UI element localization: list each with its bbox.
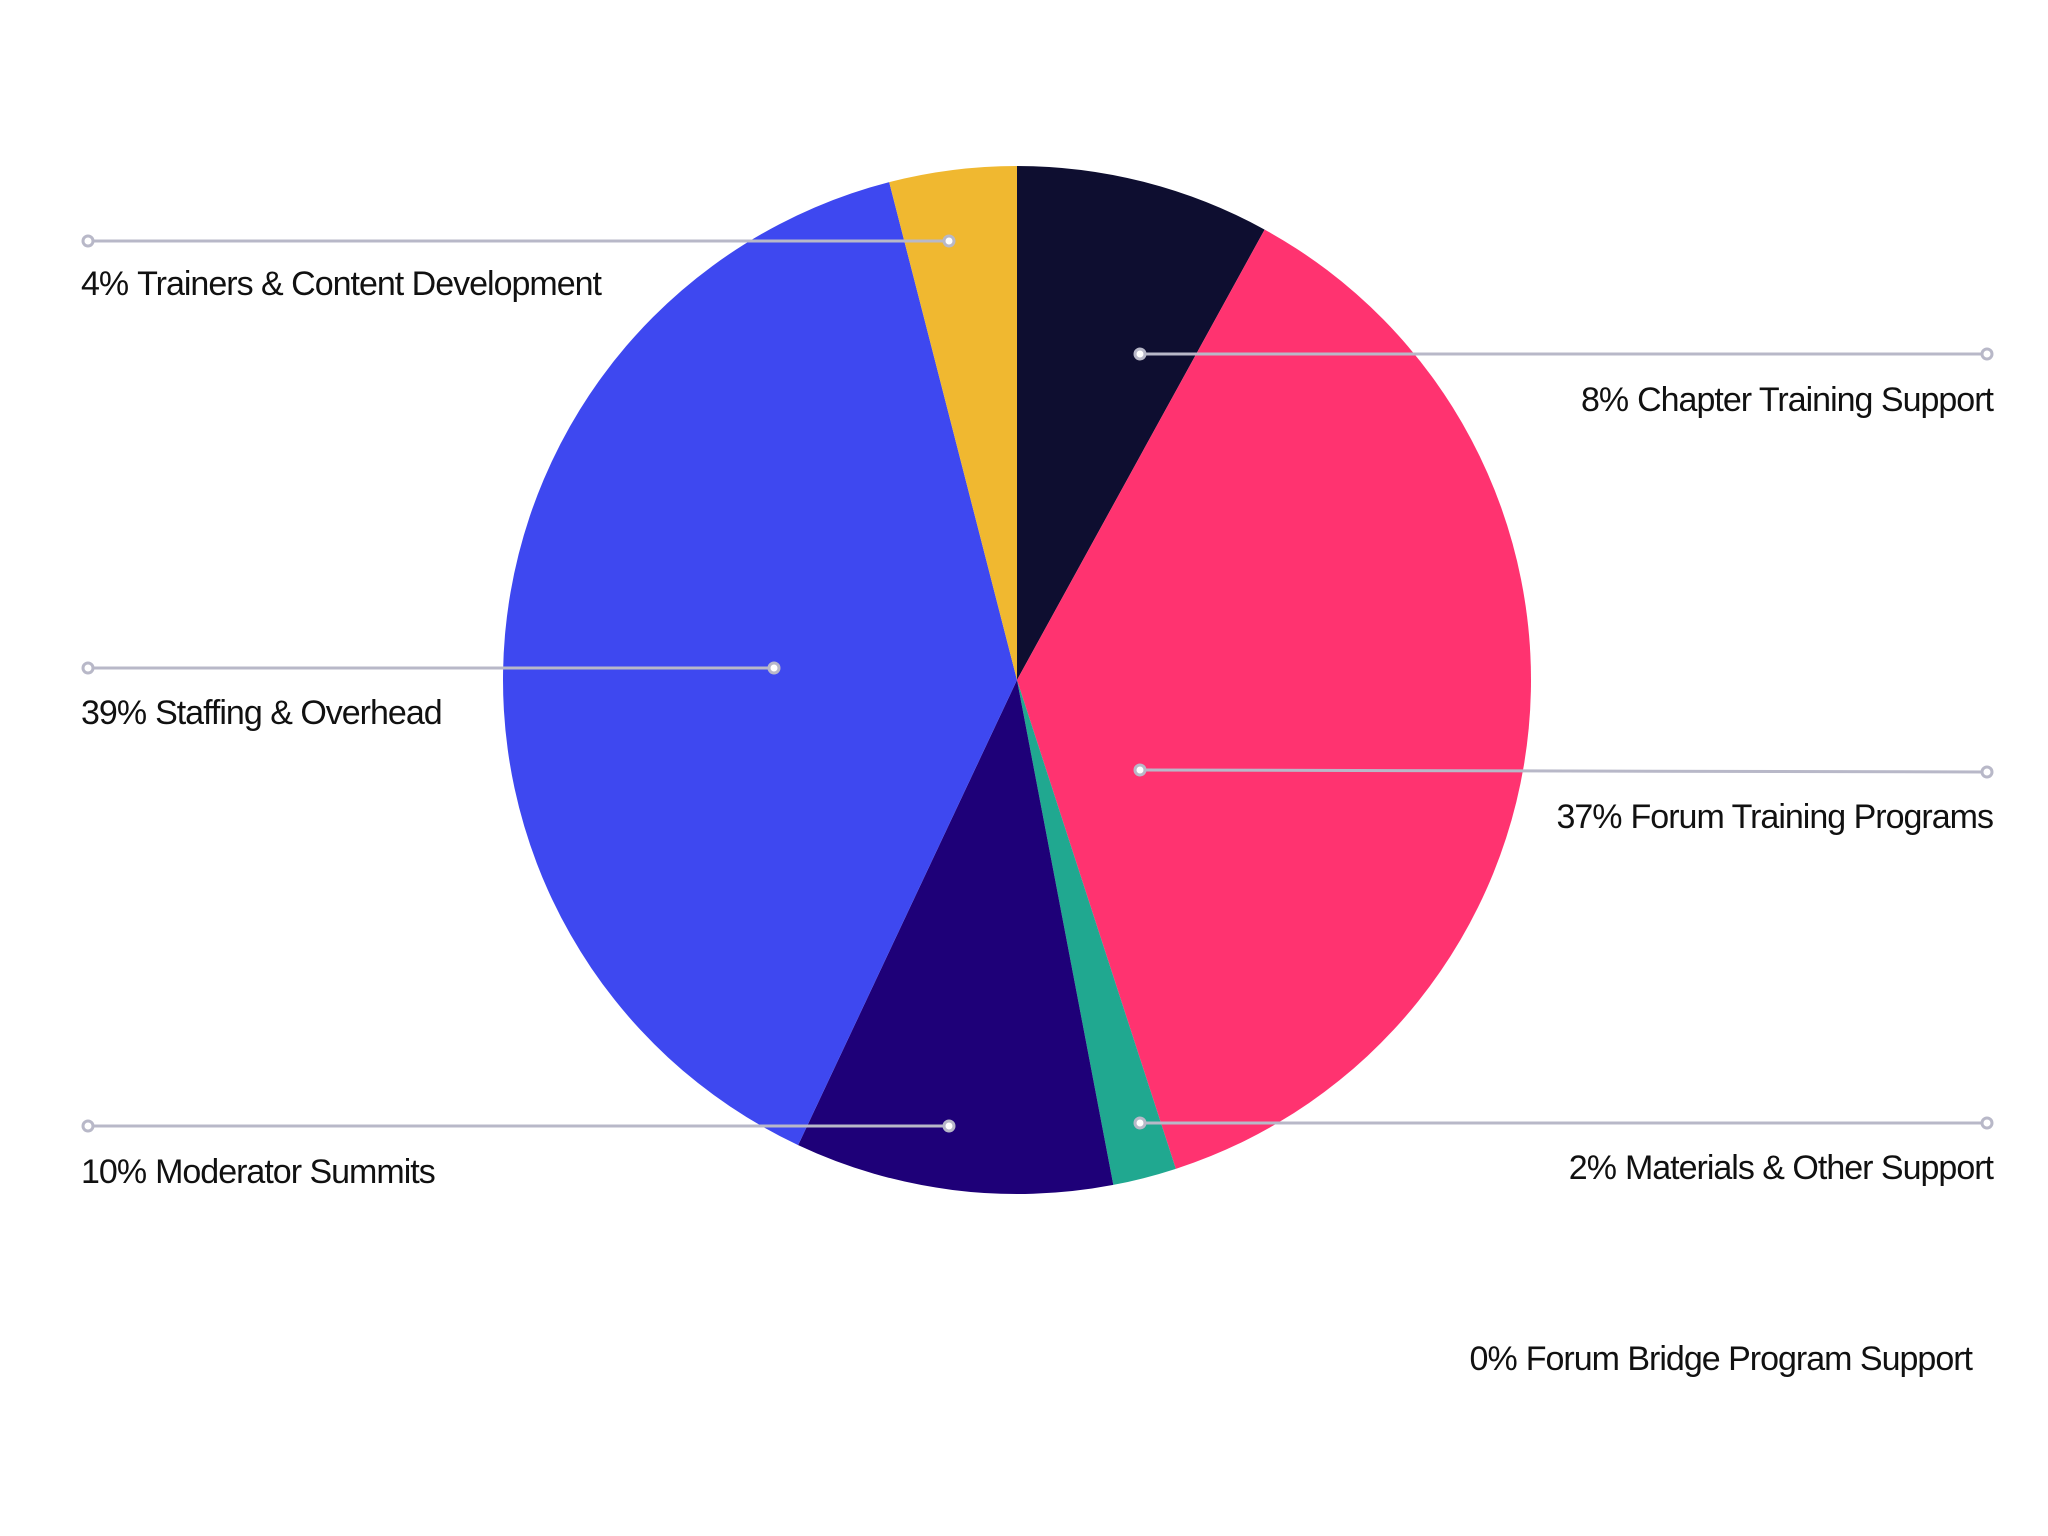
value-label: 10% [81, 1153, 147, 1191]
slice-label: 8% Chapter Training Support [1581, 381, 1995, 419]
pie-slice [1017, 229, 1531, 1169]
pie-slice [502, 182, 1017, 1146]
leader-dot [942, 234, 956, 248]
value-label: 2% [1569, 1149, 1617, 1187]
leader-dot [1980, 347, 1994, 361]
value-label: 0% [1470, 1340, 1518, 1378]
leader-dot [81, 661, 95, 675]
leader-dot [1980, 1116, 1994, 1130]
slice-label: 39% Staffing & Overhead [81, 694, 442, 732]
value-label: 39% [81, 694, 147, 732]
value-label: 4% [81, 265, 129, 303]
category-label: Forum Bridge Program Support [1526, 1340, 1974, 1378]
pie-slice [798, 680, 1114, 1194]
value-label: 37% [1556, 798, 1622, 836]
leader-dot [942, 1119, 956, 1133]
category-label: Moderator Summits [155, 1153, 435, 1191]
slice-label: 0% Forum Bridge Program Support [1470, 1340, 1974, 1378]
category-label: Chapter Training Support [1637, 381, 1994, 419]
category-label: Staffing & Overhead [155, 694, 442, 732]
slice-label: 10% Moderator Summits [81, 1153, 435, 1191]
leader-dot [81, 1119, 95, 1133]
leader-dot [1133, 763, 1147, 777]
value-label: 8% [1581, 381, 1629, 419]
slice-label: 4% Trainers & Content Development [81, 265, 603, 303]
pie-slice [889, 166, 1017, 680]
pie-slice [1017, 680, 1176, 1185]
leader-dot [1980, 765, 1994, 779]
leader-dot [81, 234, 95, 248]
slice-label: 2% Materials & Other Support [1569, 1149, 1995, 1187]
pie-slice [1017, 166, 1265, 680]
category-label: Trainers & Content Development [137, 265, 602, 303]
leader-line [1139, 768, 1988, 774]
slice-label: 37% Forum Training Programs [1556, 798, 1993, 836]
leader-dot [1133, 1116, 1147, 1130]
leader-dot [1133, 347, 1147, 361]
category-label: Forum Training Programs [1631, 798, 1993, 836]
category-label: Materials & Other Support [1625, 1149, 1995, 1187]
leader-dot [767, 661, 781, 675]
